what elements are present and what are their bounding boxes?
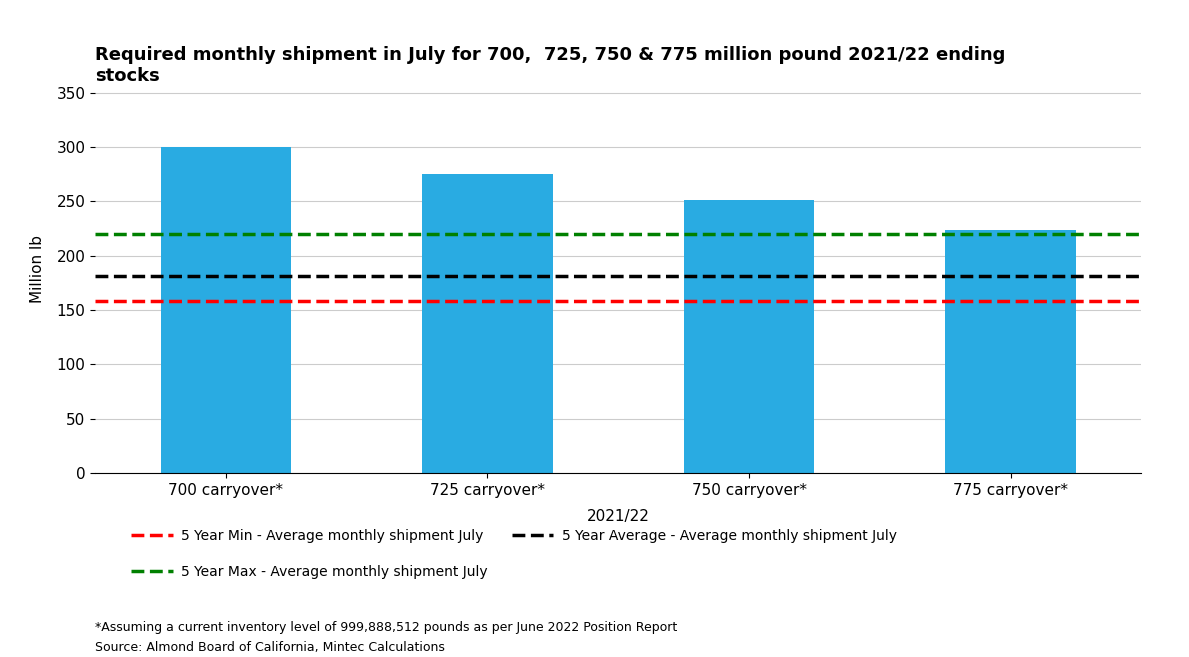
Bar [945, 230, 1076, 473]
Legend: 5 Year Max - Average monthly shipment July: 5 Year Max - Average monthly shipment Ju… [126, 559, 493, 584]
X-axis label: 2021/22: 2021/22 [587, 509, 649, 524]
Y-axis label: Million lb: Million lb [30, 235, 45, 304]
Text: Source: Almond Board of California, Mintec Calculations: Source: Almond Board of California, Mint… [95, 641, 445, 654]
Bar [422, 174, 553, 473]
Text: Required monthly shipment in July for 700,  725, 750 & 775 million pound 2021/22: Required monthly shipment in July for 70… [95, 46, 1006, 85]
Bar [161, 147, 291, 473]
Text: *Assuming a current inventory level of 999,888,512 pounds as per June 2022 Posit: *Assuming a current inventory level of 9… [95, 621, 678, 634]
Bar [684, 200, 814, 473]
Legend: 5 Year Min - Average monthly shipment July, 5 Year Average - Average monthly shi: 5 Year Min - Average monthly shipment Ju… [126, 523, 902, 548]
